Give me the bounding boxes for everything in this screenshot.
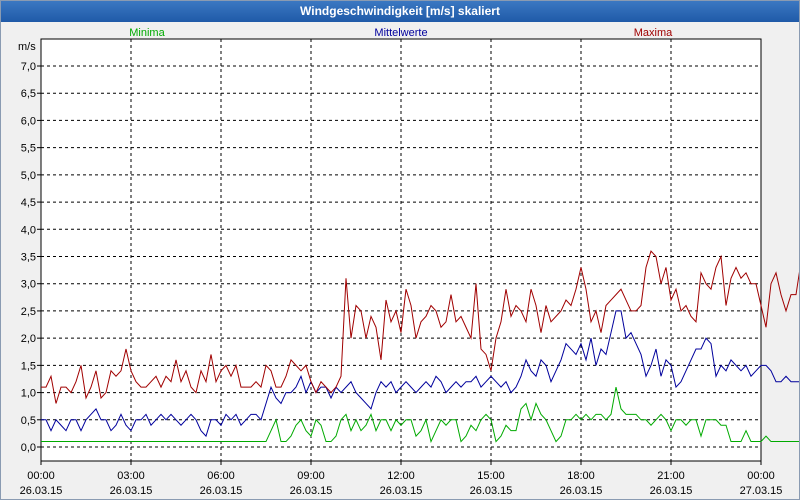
legend-minima: Minima xyxy=(129,27,165,39)
x-tick-date: 26.03.15 xyxy=(110,485,153,497)
x-tick-time: 09:00 xyxy=(297,470,325,482)
window-title: Windgeschwindigkeit [m/s] skaliert xyxy=(1,1,799,22)
y-tick-label: 5,0 xyxy=(21,170,36,182)
x-tick-date: 26.03.15 xyxy=(20,485,63,497)
y-tick-label: 7,0 xyxy=(21,61,36,73)
y-tick-label: 1,5 xyxy=(21,360,36,372)
x-tick-date: 26.03.15 xyxy=(650,485,693,497)
y-axis-label: m/s xyxy=(18,41,36,53)
y-axis-ticks: 0,0 0,5 1,0 1,5 2,0 2,5 3,0 3,5 4,0 4,5 5,0 5,5 6,0 6… xyxy=(21,61,41,454)
x-tick-date: 26.03.15 xyxy=(380,485,423,497)
y-tick-label: 6,5 xyxy=(21,88,36,100)
y-tick-label: 4,5 xyxy=(21,197,36,209)
y-tick-label: 0,5 xyxy=(21,415,36,427)
x-tick-time: 21:00 xyxy=(657,470,685,482)
y-tick-label: 3,5 xyxy=(21,252,36,264)
y-tick-label: 0,0 xyxy=(21,442,36,454)
x-tick-time: 06:00 xyxy=(207,470,235,482)
y-tick-label: 4,0 xyxy=(21,224,36,236)
series-line-maxima xyxy=(41,250,799,404)
x-axis-ticks: 00:00 26.03.15 03:00 26.03.15 06:00 26.03.15 0… xyxy=(20,461,783,497)
x-tick-time: 03:00 xyxy=(117,470,145,482)
x-tick-date: 26.03.15 xyxy=(200,485,243,497)
x-tick-time: 12:00 xyxy=(387,470,415,482)
x-tick-time: 18:00 xyxy=(567,470,595,482)
y-tick-label: 6,0 xyxy=(21,115,36,127)
x-tick-time: 15:00 xyxy=(477,470,505,482)
legend-maxima: Maxima xyxy=(634,27,673,39)
y-tick-label: 5,5 xyxy=(21,143,36,155)
legend-mittelwerte: Mittelwerte xyxy=(374,27,427,39)
y-tick-label: 2,5 xyxy=(21,306,36,318)
x-tick-date: 26.03.15 xyxy=(560,485,603,497)
x-tick-date: 27.03.15 xyxy=(740,485,783,497)
series-lines xyxy=(41,250,799,444)
x-tick-time: 00:00 xyxy=(27,470,55,482)
x-tick-date: 26.03.15 xyxy=(470,485,513,497)
x-tick-time: 00:00 xyxy=(747,470,775,482)
y-tick-label: 3,0 xyxy=(21,279,36,291)
y-tick-label: 2,0 xyxy=(21,333,36,345)
series-line-minima xyxy=(41,387,799,444)
y-tick-label: 1,0 xyxy=(21,388,36,400)
x-tick-date: 26.03.15 xyxy=(290,485,333,497)
series-line-mittelwerte xyxy=(41,310,799,438)
grid-lines xyxy=(41,39,761,461)
